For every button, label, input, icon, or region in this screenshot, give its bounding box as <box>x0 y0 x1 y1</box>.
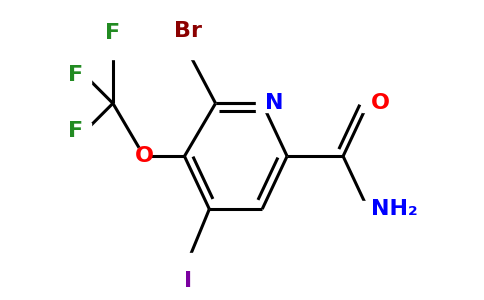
Text: O: O <box>371 93 390 113</box>
Bar <box>107 42 119 59</box>
Text: F: F <box>68 121 83 141</box>
Text: Br: Br <box>174 21 201 41</box>
Bar <box>79 123 91 140</box>
Bar <box>360 200 377 218</box>
Text: I: I <box>183 271 192 291</box>
Bar <box>79 67 91 84</box>
Text: N: N <box>265 93 284 113</box>
Bar <box>257 95 268 112</box>
Text: F: F <box>68 65 83 85</box>
Bar <box>182 254 194 271</box>
Text: F: F <box>106 23 121 43</box>
Bar <box>138 148 150 165</box>
Bar <box>362 95 374 112</box>
Text: NH₂: NH₂ <box>371 199 418 219</box>
Text: O: O <box>135 146 153 166</box>
Bar <box>179 42 196 59</box>
